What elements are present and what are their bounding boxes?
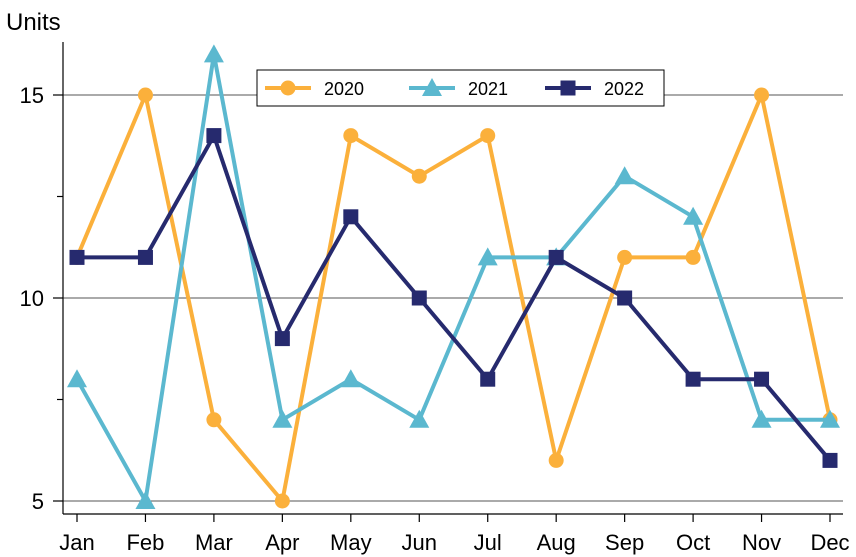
legend-marker-2020: [280, 80, 296, 96]
data-point-2020: [685, 249, 701, 265]
x-tick-label: Jan: [59, 530, 94, 555]
data-point-2020: [206, 412, 222, 428]
data-point-2021: [272, 409, 293, 428]
data-point-2022: [69, 249, 85, 265]
y-tick-label: 10: [20, 286, 44, 311]
data-point-2022: [206, 128, 222, 144]
legend-marker-2022: [560, 80, 576, 96]
data-point-2021: [614, 166, 635, 185]
data-point-2021: [683, 206, 704, 225]
data-point-2022: [617, 290, 633, 306]
data-point-2021: [135, 491, 156, 509]
legend: 2020 2021 2022: [256, 69, 665, 107]
data-point-2022: [822, 452, 838, 468]
x-tick-label: Mar: [195, 530, 233, 555]
data-point-2021: [203, 44, 224, 63]
x-tick-label: Dec: [810, 530, 849, 555]
legend-label-2020: 2020: [324, 79, 364, 99]
legend-label-2022: 2022: [604, 79, 644, 99]
axes: [53, 42, 843, 522]
data-point-2022: [480, 371, 496, 387]
data-point-2021: [477, 247, 498, 266]
series-2022: [69, 128, 838, 468]
series-line-2021: [75, 52, 830, 503]
data-point-2020: [274, 493, 290, 509]
series-line-2022: [77, 133, 832, 462]
data-point-2020: [480, 128, 496, 144]
data-point-2022: [411, 290, 427, 306]
x-tick-label: Jul: [474, 530, 502, 555]
series-layer: [67, 44, 840, 509]
x-tick-label: Sep: [605, 530, 644, 555]
legend-marker-2021: [422, 78, 442, 96]
data-point-2021: [340, 369, 361, 388]
data-point-2022: [685, 371, 701, 387]
x-tick-label: Oct: [676, 530, 710, 555]
data-point-2021: [751, 409, 772, 428]
y-tick-label: 5: [32, 489, 44, 514]
data-point-2020: [137, 87, 153, 103]
x-tick-label: Nov: [742, 530, 781, 555]
data-point-2021: [820, 409, 840, 428]
data-point-2020: [411, 168, 427, 184]
tick-labels: 5 10 15 Jan Feb Mar Apr May Jun Jul Aug Sep Oct Nov De…: [20, 83, 850, 555]
x-tick-label: May: [330, 530, 372, 555]
data-point-2022: [137, 249, 153, 265]
data-point-2022: [548, 249, 564, 265]
data-point-2020: [343, 128, 359, 144]
legend-box: [256, 69, 665, 107]
data-point-2021: [409, 409, 430, 428]
x-tick-label: Feb: [126, 530, 164, 555]
data-point-2022: [274, 331, 290, 347]
x-tick-label: Apr: [265, 530, 299, 555]
data-point-2020: [548, 452, 564, 468]
data-point-2020: [754, 87, 770, 103]
x-tick-label: Jun: [402, 530, 437, 555]
data-point-2022: [343, 209, 359, 225]
data-point-2022: [754, 371, 770, 387]
data-point-2021: [67, 369, 87, 388]
y-tick-label: 15: [20, 83, 44, 108]
series-line-2020: [75, 93, 832, 503]
legend-label-2021: 2021: [468, 79, 508, 99]
y-axis-title: Units: [6, 9, 61, 36]
x-tick-label: Aug: [537, 530, 576, 555]
data-point-2020: [617, 249, 633, 265]
